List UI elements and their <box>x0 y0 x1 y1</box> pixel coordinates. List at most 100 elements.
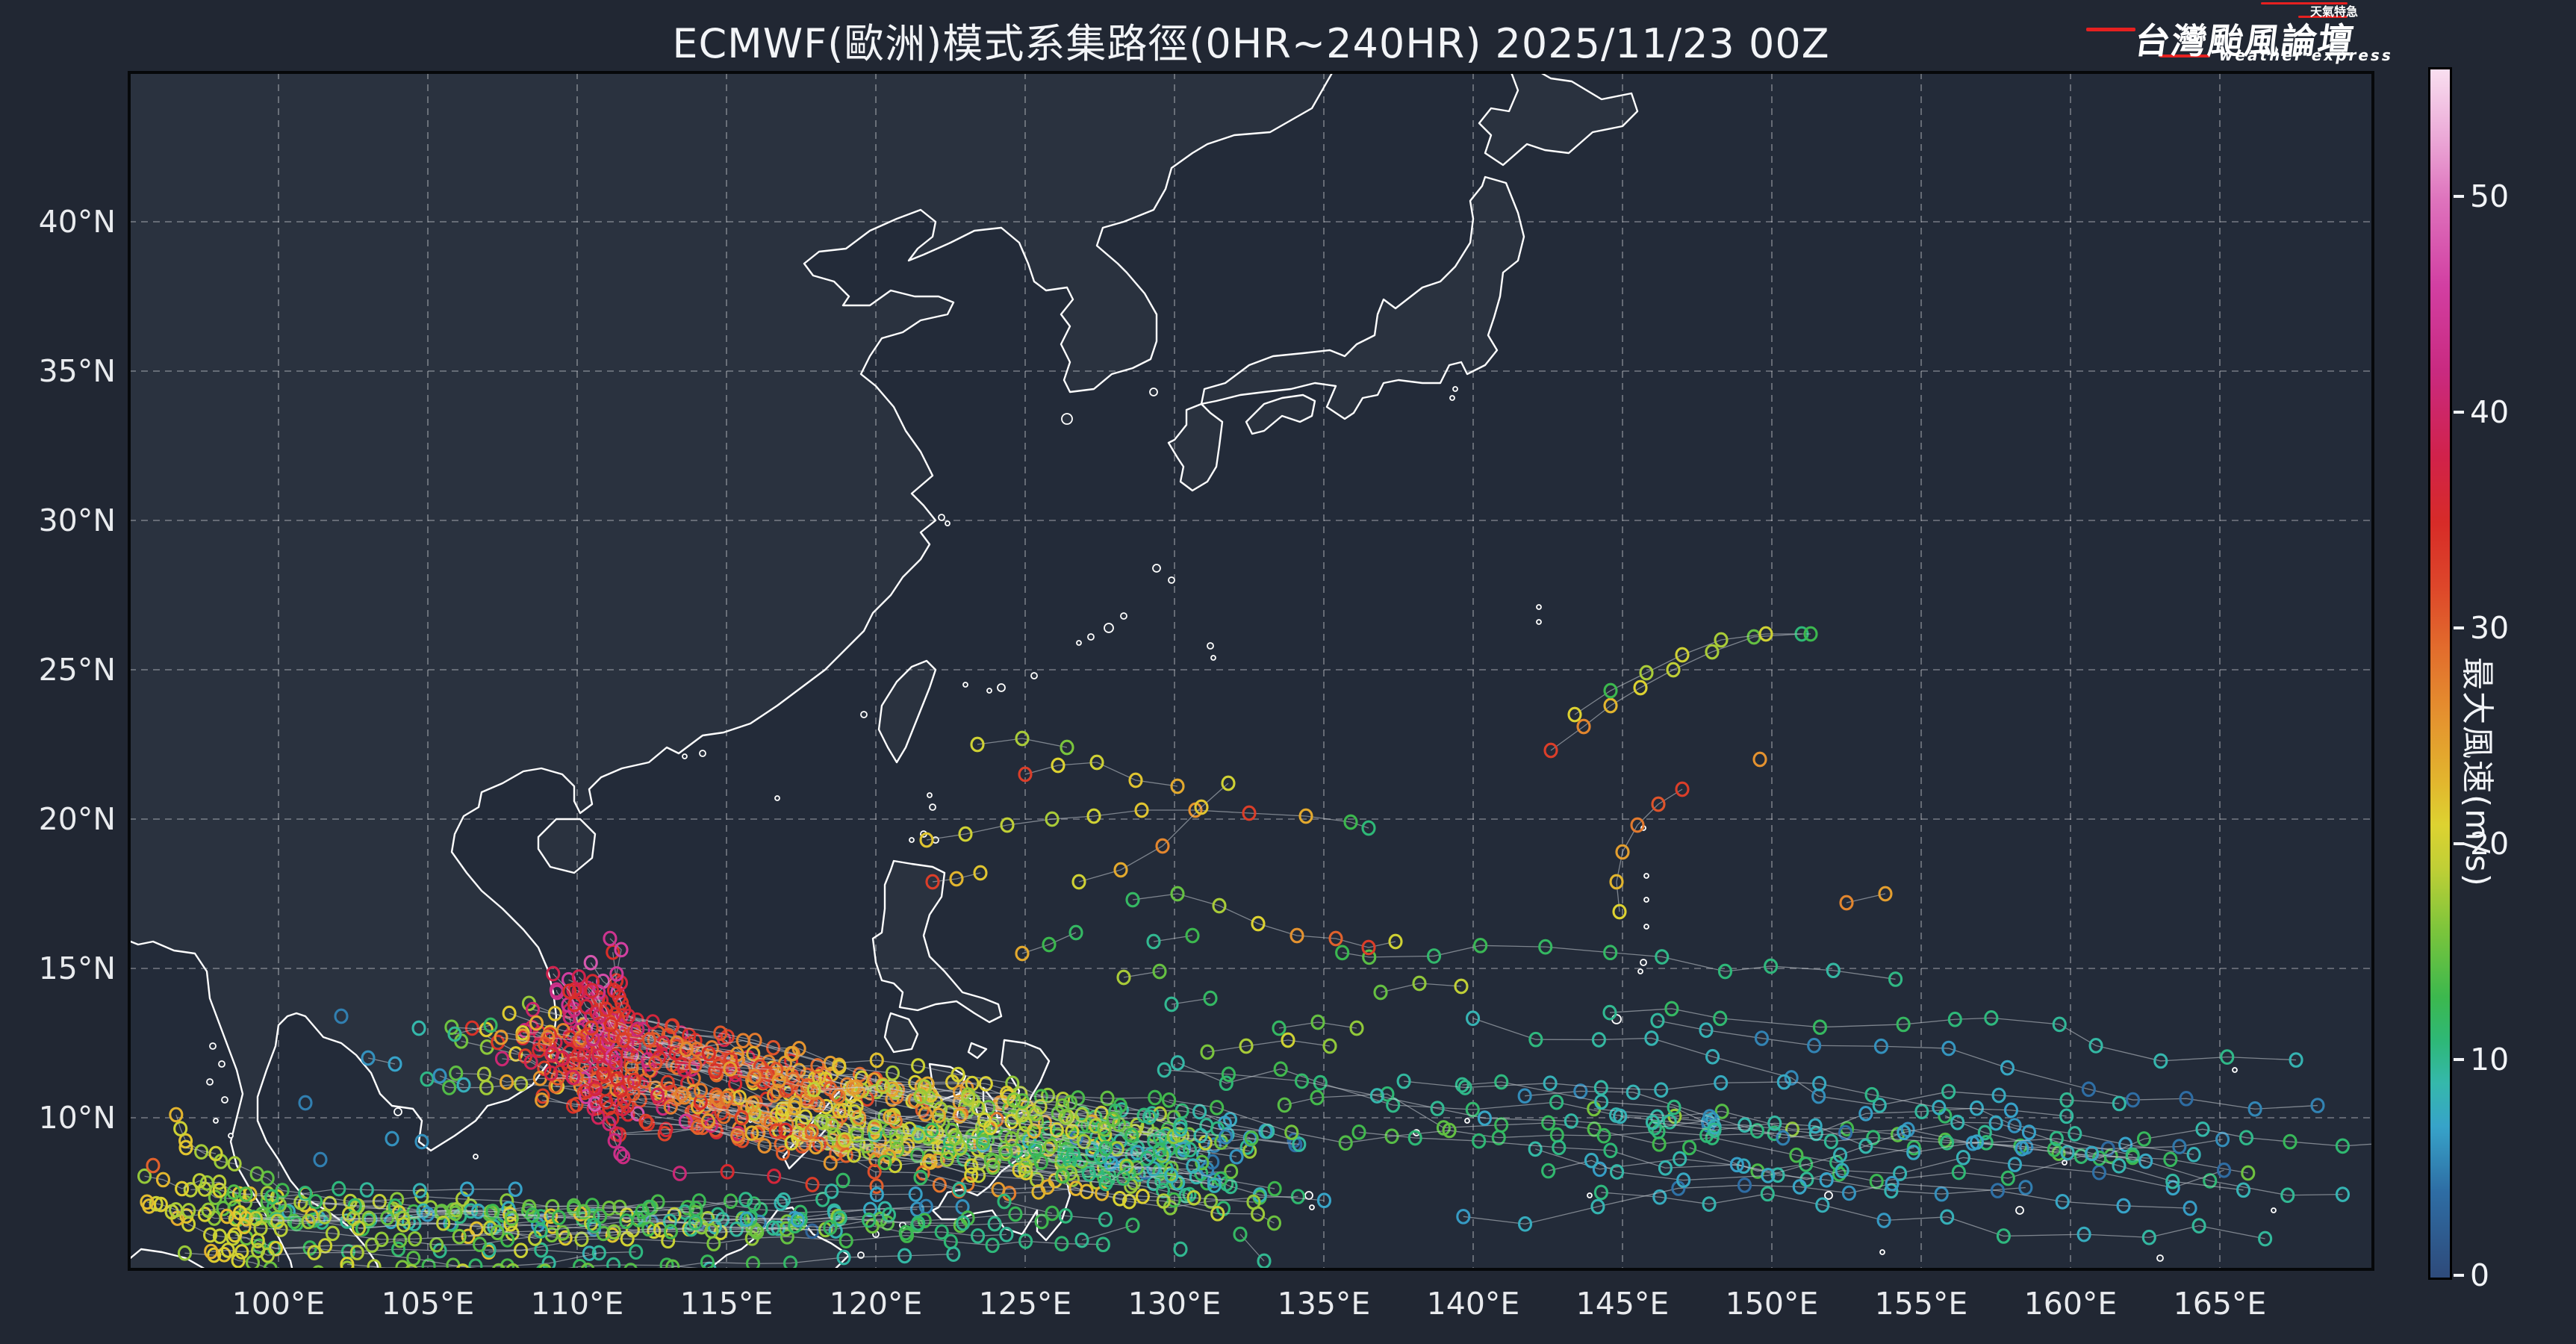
track-point-marker <box>1310 1014 1325 1030</box>
track-point-marker <box>612 1199 627 1216</box>
track-point-marker <box>1162 1092 1177 1108</box>
track-point-marker <box>1015 730 1030 747</box>
ensemble-track <box>1455 1074 2140 1163</box>
track-point-marker <box>1615 844 1630 860</box>
track-point-marker <box>769 1062 784 1077</box>
island-dot <box>1304 1191 1313 1200</box>
track-point-marker <box>226 1184 241 1200</box>
track-point-marker <box>2186 1146 2201 1163</box>
track-point-marker <box>1338 1135 1353 1151</box>
track-point-marker <box>2283 1133 2297 1150</box>
track-point-marker <box>2049 1130 2064 1147</box>
track-point-marker <box>1702 1196 1717 1212</box>
ensemble-track <box>970 730 1074 756</box>
track-point-marker <box>746 1045 761 1062</box>
track-point-marker <box>1055 1168 1070 1184</box>
track-point-marker <box>351 1220 367 1236</box>
track-point-marker <box>662 1213 677 1230</box>
track-point-marker <box>579 1089 594 1104</box>
track-line <box>1024 762 1178 787</box>
ensemble-track <box>385 1130 399 1147</box>
track-point-marker <box>693 1083 709 1099</box>
track-point-marker <box>1221 1066 1236 1083</box>
track-point-marker <box>208 1145 223 1162</box>
island-dot <box>1643 897 1649 903</box>
ensemble-track <box>340 1246 961 1269</box>
track-line <box>1609 1008 2297 1062</box>
track-point-marker <box>986 1159 1001 1175</box>
track-point-marker <box>609 1054 623 1071</box>
track-point-marker <box>1116 969 1131 986</box>
track-point-marker <box>1969 1134 1985 1150</box>
track-point-marker <box>919 832 934 848</box>
track-point-marker <box>1369 1088 1384 1104</box>
track-point-marker <box>806 1081 821 1098</box>
track-point-marker <box>1596 1127 1611 1144</box>
track-point-marker <box>1049 1122 1064 1138</box>
x-tick-label: 105°E <box>381 1286 475 1322</box>
track-point-marker <box>719 1090 734 1107</box>
y-tick-label: 40°N <box>38 204 116 240</box>
island-dot <box>2232 1067 2238 1073</box>
track-point-marker <box>2183 1200 2197 1216</box>
track-point-marker <box>745 1255 761 1269</box>
track-point-marker <box>1654 1082 1669 1098</box>
track-point-marker <box>1761 1167 1776 1183</box>
ensemble-track <box>601 1028 1275 1139</box>
track-point-marker <box>975 1134 990 1150</box>
track-point-marker <box>367 1259 382 1269</box>
island-dot <box>699 750 706 757</box>
track-point-marker <box>2138 1153 2153 1169</box>
ensemble-track <box>546 965 1233 1145</box>
track-point-marker <box>1996 1228 2011 1244</box>
track-point-marker <box>349 1245 364 1260</box>
track-point-marker <box>2081 1081 2096 1098</box>
track-point-marker <box>1888 971 1903 987</box>
ensemble-track <box>146 1157 161 1174</box>
track-line <box>1004 1201 1053 1214</box>
track-point-marker <box>1878 886 1893 902</box>
track-point-marker <box>688 1057 703 1073</box>
track-point-marker <box>1664 1001 1679 1017</box>
track-point-marker <box>1655 949 1670 965</box>
x-tick-label: 115°E <box>679 1286 774 1322</box>
track-point-marker <box>529 1015 544 1031</box>
track-point-marker <box>1676 1172 1691 1188</box>
track-point-marker <box>2085 1145 2100 1162</box>
track-point-marker <box>1682 1139 1697 1156</box>
track-point-marker <box>442 1080 457 1095</box>
track-point-marker <box>1164 1160 1179 1177</box>
track-point-marker <box>951 1066 965 1083</box>
track-point-marker <box>2136 1131 2152 1147</box>
track-point-marker <box>931 1107 946 1124</box>
track-point-marker <box>1549 1094 1564 1110</box>
island-dot <box>473 1154 479 1160</box>
island-dot <box>1449 395 1455 401</box>
track-point-marker <box>2076 1226 2091 1242</box>
ensemble-track <box>1567 626 1818 723</box>
track-point-marker <box>432 1068 447 1084</box>
coastline-honshu <box>1200 175 1525 420</box>
track-point-marker <box>412 1183 427 1198</box>
track-point-marker <box>958 826 973 842</box>
track-point-marker <box>1186 1158 1201 1174</box>
track-point-marker <box>1714 632 1729 648</box>
track-point-marker <box>787 1100 802 1116</box>
track-point-marker <box>1940 1209 1955 1225</box>
track-point-marker <box>602 1116 617 1131</box>
track-line <box>1342 945 1896 980</box>
track-point-marker <box>1612 903 1627 920</box>
colorbar-tick-label: 0 <box>2470 1257 2490 1293</box>
track-line <box>609 1123 1275 1224</box>
track-point-marker <box>1380 1086 1395 1102</box>
track-point-marker <box>1125 1217 1140 1233</box>
track-point-marker <box>1313 1074 1328 1091</box>
track-point-marker <box>544 1065 559 1081</box>
track-point-marker <box>452 1228 467 1245</box>
track-point-marker <box>596 1066 611 1082</box>
track-point-marker <box>1457 1080 1472 1095</box>
coastline-sumatra <box>129 1248 208 1269</box>
track-line <box>552 1053 1151 1157</box>
track-point-marker <box>1940 1134 1955 1151</box>
track-point-marker <box>1124 1127 1139 1143</box>
